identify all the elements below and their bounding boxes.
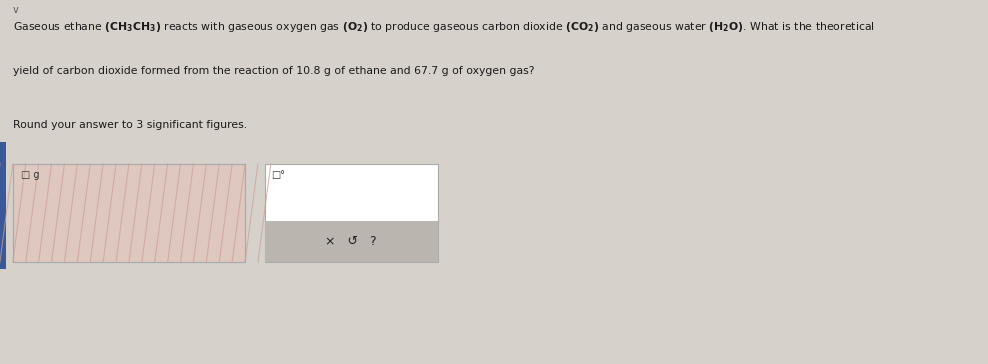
Text: yield of carbon dioxide formed from the reaction of 10.8 g of ethane and 67.7 g : yield of carbon dioxide formed from the … <box>13 66 535 75</box>
FancyBboxPatch shape <box>13 164 245 262</box>
Text: v: v <box>13 5 19 15</box>
Text: □°: □° <box>271 170 285 179</box>
FancyBboxPatch shape <box>265 221 438 262</box>
Text: ×   ↺   ?: × ↺ ? <box>325 235 377 248</box>
Text: □ g: □ g <box>21 170 40 180</box>
Text: Gaseous ethane $\mathbf{(CH_3CH_3)}$ reacts with gaseous oxygen gas $\mathbf{(O_: Gaseous ethane $\mathbf{(CH_3CH_3)}$ rea… <box>13 20 874 34</box>
FancyBboxPatch shape <box>265 164 438 262</box>
FancyBboxPatch shape <box>0 142 6 269</box>
Text: Round your answer to 3 significant figures.: Round your answer to 3 significant figur… <box>13 120 247 130</box>
